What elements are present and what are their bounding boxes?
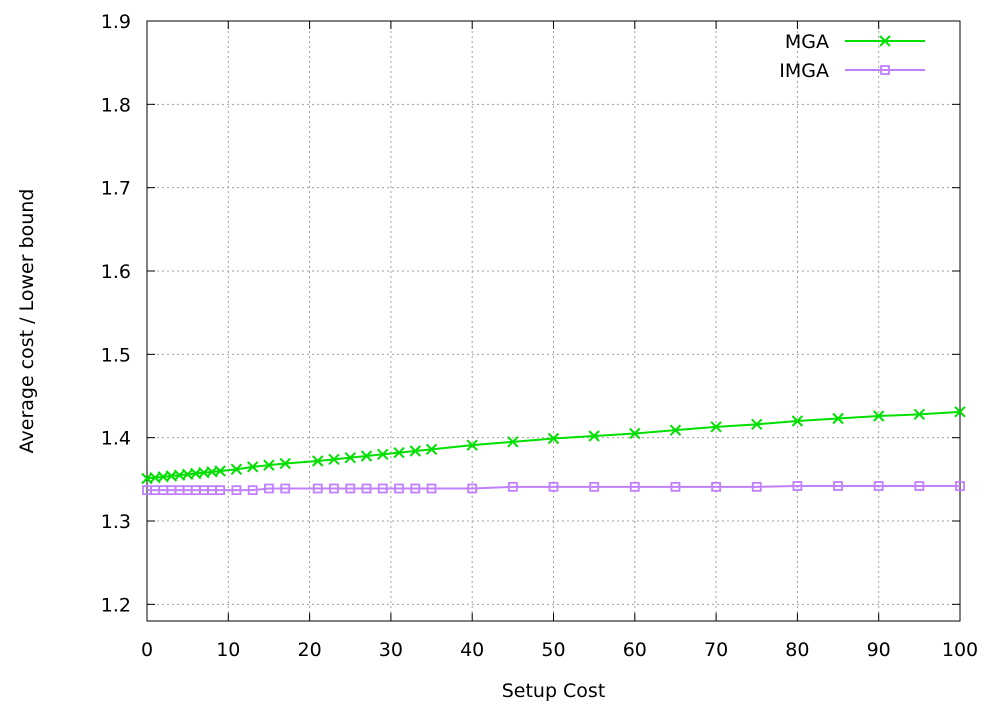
data-point [312, 455, 324, 467]
data-point [589, 481, 600, 492]
x-tick-label: 10 [216, 639, 240, 661]
x-tick-label: 60 [623, 639, 647, 661]
data-point [279, 457, 291, 470]
x-tick-label: 30 [379, 639, 403, 661]
data-point [548, 481, 559, 492]
data-point [231, 485, 242, 496]
grid [147, 20, 960, 621]
series-imga [142, 481, 965, 496]
x-tick-label: 70 [704, 639, 728, 661]
x-tick-labels: 0 10 20 30 40 50 60 70 80 90 100 [141, 639, 978, 661]
data-point [669, 424, 682, 436]
data-point [547, 432, 560, 445]
data-point [377, 448, 389, 461]
x-tick-label: 50 [541, 639, 565, 661]
data-point [377, 483, 388, 494]
x-tick-label: 20 [298, 639, 322, 661]
data-point [629, 481, 640, 492]
data-point [913, 408, 926, 421]
data-point [393, 446, 405, 459]
data-point [955, 481, 965, 491]
legend-label: MGA [785, 31, 829, 53]
data-point [394, 483, 404, 494]
data-point [880, 65, 890, 75]
data-point [710, 421, 722, 433]
series-line [147, 485, 960, 492]
data-point [914, 481, 925, 491]
data-point [507, 481, 518, 492]
y-tick-label: 1.6 [101, 261, 131, 283]
y-tick-label: 1.8 [101, 94, 131, 116]
data-point [791, 415, 804, 427]
y-axis-title: Average cost / Lower bound [16, 189, 38, 454]
data-point [833, 481, 843, 491]
data-point [247, 485, 258, 496]
data-point [328, 453, 340, 466]
x-tick-label: 90 [867, 639, 891, 661]
y-tick-label: 1.5 [101, 344, 131, 366]
data-point [312, 483, 323, 494]
data-point [329, 483, 339, 494]
y-tick-label: 1.3 [101, 511, 131, 533]
data-point [409, 445, 421, 457]
data-point [832, 412, 844, 425]
data-point [466, 439, 478, 451]
data-point [426, 483, 437, 494]
data-point [873, 481, 884, 491]
data-point [588, 430, 600, 442]
data-point [230, 463, 243, 476]
data-point [360, 450, 373, 462]
data-point [425, 443, 438, 456]
x-tick-label: 0 [141, 639, 153, 661]
data-point [467, 483, 478, 494]
data-point [361, 483, 372, 494]
data-point [670, 481, 681, 492]
legend-item: MGA [785, 31, 925, 53]
legend-item: IMGA [779, 60, 925, 82]
data-point [792, 481, 803, 491]
data-point [629, 427, 641, 440]
data-point [215, 485, 226, 496]
data-point [751, 481, 762, 492]
legend: MGA IMGA [779, 31, 925, 82]
data-point [711, 481, 721, 492]
y-tick-label: 1.9 [101, 11, 131, 33]
data-point [879, 35, 891, 47]
data-point [345, 483, 356, 494]
y-tick-labels: 1.2 1.3 1.4 1.5 1.6 1.7 1.8 1.9 [101, 11, 131, 616]
data-point [263, 459, 275, 471]
plot-frame [146, 20, 961, 622]
y-tick-label: 1.2 [101, 594, 131, 616]
data-point [507, 436, 519, 448]
data-point [410, 483, 421, 494]
data-point [214, 465, 226, 477]
data-point [246, 461, 259, 473]
series-mga [141, 406, 966, 485]
legend-label: IMGA [779, 60, 829, 82]
y-tick-label: 1.4 [101, 428, 131, 450]
data-point [280, 483, 291, 494]
x-tick-label: 40 [460, 639, 484, 661]
x-tick-label: 100 [942, 639, 978, 661]
x-tick-label: 80 [785, 639, 809, 661]
data-point [954, 406, 966, 418]
data-point [344, 451, 356, 464]
data-point [872, 410, 885, 422]
data-point [264, 483, 274, 494]
x-axis-title: Setup Cost [502, 680, 606, 702]
data-point [751, 418, 763, 431]
series [141, 406, 966, 496]
y-tick-label: 1.7 [101, 178, 131, 200]
